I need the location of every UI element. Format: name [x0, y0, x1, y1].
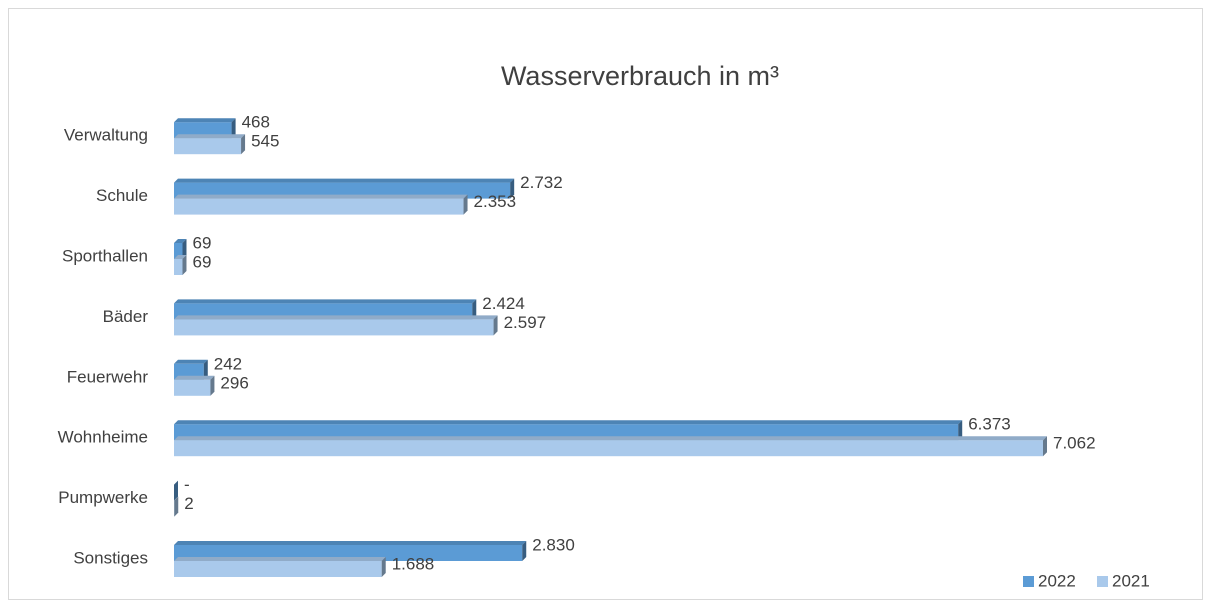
bar	[174, 138, 242, 155]
bar-side	[381, 557, 386, 577]
category-label: Verwaltung	[64, 126, 148, 145]
bar-side	[182, 239, 187, 259]
bar-side	[174, 480, 178, 501]
value-label: 545	[251, 132, 279, 151]
bar-top	[174, 557, 386, 561]
bar	[174, 379, 211, 396]
bar-side	[510, 178, 515, 199]
chart-title: Wasserverbrauch in m³	[501, 61, 779, 91]
value-label: 69	[192, 252, 211, 271]
category-label: Sporthallen	[62, 246, 148, 265]
value-label: 2.597	[504, 313, 547, 332]
value-label: 468	[242, 113, 270, 132]
value-label: 6.373	[968, 415, 1011, 434]
category-label: Feuerwehr	[67, 367, 149, 386]
bar-top	[174, 239, 187, 243]
bar-top	[174, 359, 208, 364]
value-label: 296	[220, 373, 248, 392]
bar-top	[174, 118, 236, 123]
bar	[174, 198, 464, 215]
bar-side	[241, 134, 246, 155]
bar-side	[472, 299, 477, 320]
legend-label: 2022	[1038, 571, 1076, 590]
category-label: Wohnheime	[58, 428, 148, 447]
bar	[174, 243, 183, 259]
bar	[174, 259, 183, 275]
bar	[174, 319, 494, 336]
category-label: Schule	[96, 186, 148, 205]
bar-top	[174, 255, 187, 259]
value-label: 2.353	[474, 192, 517, 211]
bar-side	[203, 359, 208, 380]
bar-side	[522, 541, 527, 561]
bar-side	[493, 315, 498, 336]
bar	[174, 561, 382, 577]
value-label: 2.830	[532, 535, 575, 554]
value-label: 2.424	[482, 294, 525, 313]
bar-top	[174, 375, 215, 380]
category-label: Bäder	[103, 307, 149, 326]
bar-top	[174, 134, 246, 139]
bar-side	[463, 194, 468, 215]
bar-side	[231, 118, 236, 139]
bar-side	[210, 375, 215, 396]
bar-side	[958, 420, 963, 441]
bar-top	[174, 436, 1047, 441]
value-label: 2.732	[520, 173, 563, 192]
value-label: 1.688	[392, 554, 435, 573]
bar-side	[174, 496, 179, 517]
bar-top	[174, 420, 963, 425]
bar-top	[174, 194, 468, 199]
category-label: Pumpwerke	[58, 488, 148, 507]
value-label: 242	[214, 354, 242, 373]
value-label: 69	[192, 233, 211, 252]
bar-top	[174, 178, 515, 183]
legend-swatch	[1023, 576, 1034, 587]
bar	[174, 440, 1043, 457]
bar-side	[182, 255, 187, 275]
bar-top	[174, 299, 477, 304]
bar-top	[174, 315, 498, 320]
bar-top	[174, 496, 179, 501]
value-label: 7.062	[1053, 434, 1096, 453]
bar-top	[174, 541, 527, 545]
legend-label: 2021	[1112, 571, 1150, 590]
legend-swatch	[1097, 576, 1108, 587]
value-label: 2	[184, 494, 193, 513]
category-label: Sonstiges	[73, 548, 148, 567]
bar-side	[1043, 436, 1047, 457]
value-label: -	[184, 475, 190, 494]
